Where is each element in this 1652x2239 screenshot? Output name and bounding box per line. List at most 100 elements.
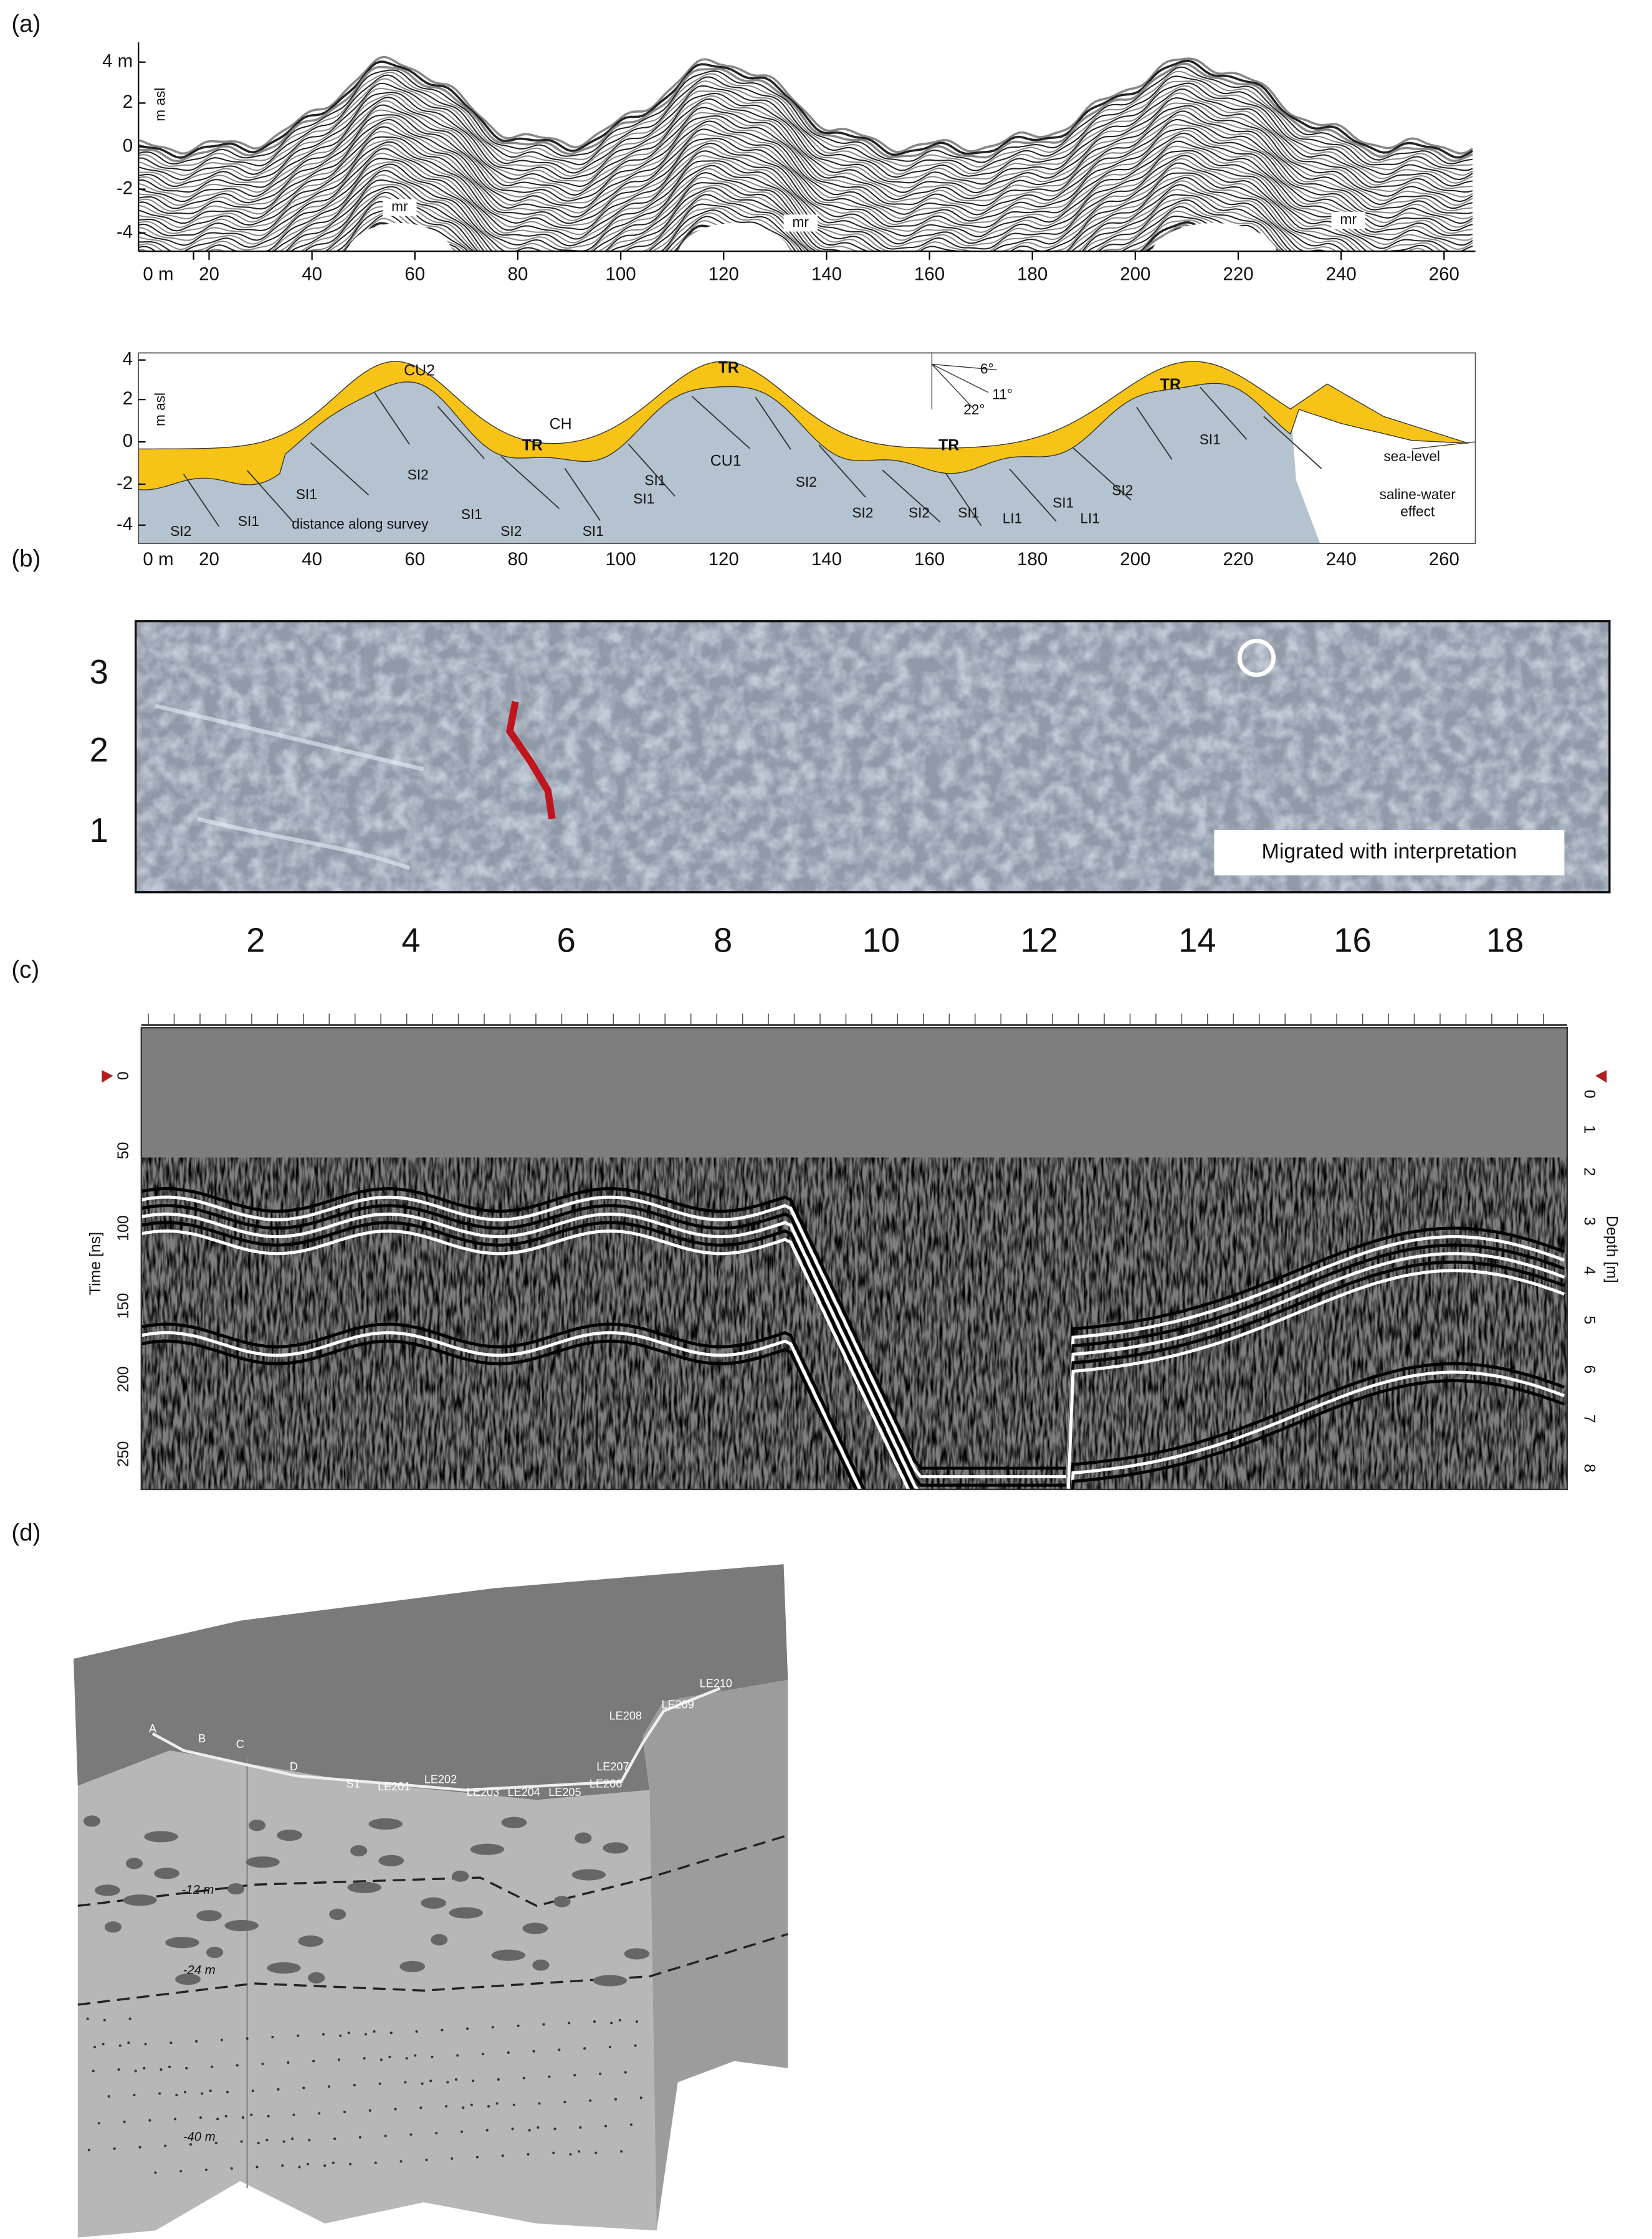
sand-dot [470,2103,473,2106]
x-tick-label: 20 [199,549,219,570]
sand-dot [394,2108,397,2111]
foreset [818,444,866,498]
x-tick-label: 120 [709,264,739,285]
reflector [138,110,1473,209]
sand-dot [373,2030,376,2033]
annotation: sea-level [1383,448,1440,464]
y-tick-label: 2 [90,731,108,769]
sand-dot [97,2122,100,2125]
sand-dot [204,2168,208,2172]
sand-dot [185,2066,188,2070]
terrain-top [74,1564,788,1800]
x-tick-label: 2 [246,922,265,960]
sand-dot [548,2075,551,2078]
x-tick-label: 20 [199,264,219,285]
sand-dot [230,2167,233,2170]
sand-dot [517,2024,520,2027]
dip-line [932,363,989,393]
clast [165,1937,199,1949]
sand-dot [298,2165,301,2169]
y-axis-label: m asl [151,88,168,122]
reflector [287,180,1338,252]
foreset [1263,416,1322,469]
reflector [138,126,1473,224]
x-tick-label: 0 m [143,264,173,285]
sand-dot [246,2037,249,2040]
y-tick-label: 4 m [102,50,133,71]
annotation: TR [938,436,959,454]
clast [125,1858,143,1869]
sand-dot [583,2047,586,2050]
sand-dot [614,2098,617,2101]
foreset [246,470,295,523]
sand-dot [267,2114,270,2117]
annotation: SI1 [644,472,666,489]
annotation: effect [1400,503,1435,519]
y-tick-label: 2 [123,92,133,112]
sand-dot [210,2065,214,2068]
clast [350,1845,368,1857]
annotation: TR [522,436,543,454]
sand-dot [472,2079,475,2083]
y-tick-label: 0 [1580,1090,1598,1099]
station-label: LE210 [700,1677,732,1689]
y-tick-label: 3 [1580,1217,1598,1226]
foreset [437,406,485,459]
sand-dot [363,2056,366,2060]
x-tick-label: 240 [1326,549,1357,570]
survey-path [151,1687,721,1792]
x-tick-label: 0 m [143,549,173,570]
sand-dot [93,2045,97,2048]
sand-dot [435,2132,438,2135]
frame [140,1027,1568,1491]
radargram-noise [141,1157,1567,1490]
sand-dot [158,2092,161,2095]
sand-dot [618,2018,621,2022]
caption-box [1214,830,1565,876]
x-tick-label: 160 [914,549,945,570]
reflector [138,107,1473,206]
dune-sand [138,361,1469,490]
panel-label: (c) [11,957,39,983]
x-tick-label: 60 [404,264,425,285]
y-tick-label: -2 [117,178,133,198]
multiple-reflection [346,222,453,252]
foreset [755,396,791,450]
boundary [77,1933,788,2006]
x-tick-label: 40 [302,549,322,570]
depth-label: -40 m [183,2130,216,2144]
sand-dot [384,2134,387,2137]
sand-dot [103,2018,106,2022]
sand-dot [128,2017,131,2020]
sand-dot [481,2053,485,2056]
reflector [138,140,1473,237]
sand-dot [134,2070,137,2073]
x-tick-label: 14 [1178,922,1216,960]
multiple-reflection [678,222,790,252]
sand-dot [364,2033,368,2036]
radargram-a [138,42,1476,252]
reflector [307,196,1289,252]
sand-dot [123,2120,126,2124]
reflector [138,100,1473,198]
y-tick-label: 0 [115,1071,132,1080]
sand-dot [421,2082,424,2085]
marker [1595,1070,1607,1083]
depth-label: -12 m [181,1883,214,1897]
reflector [138,148,1473,246]
sand-dot [495,2102,499,2105]
annotation: 22° [963,401,985,418]
sand-dot [291,2137,294,2141]
sand-dot [282,2140,285,2143]
foreset [882,469,941,523]
sand-dot [389,2031,393,2035]
y-tick-label: 6 [1580,1365,1598,1374]
sand-dot [454,2078,457,2081]
x-tick-label: 220 [1223,549,1253,570]
sand-dot [558,2048,561,2051]
reflector [138,144,1473,241]
clast [624,1948,650,1960]
sand-dot [292,2113,295,2116]
sand-dot [511,2127,514,2131]
sand-dot [201,2092,204,2095]
